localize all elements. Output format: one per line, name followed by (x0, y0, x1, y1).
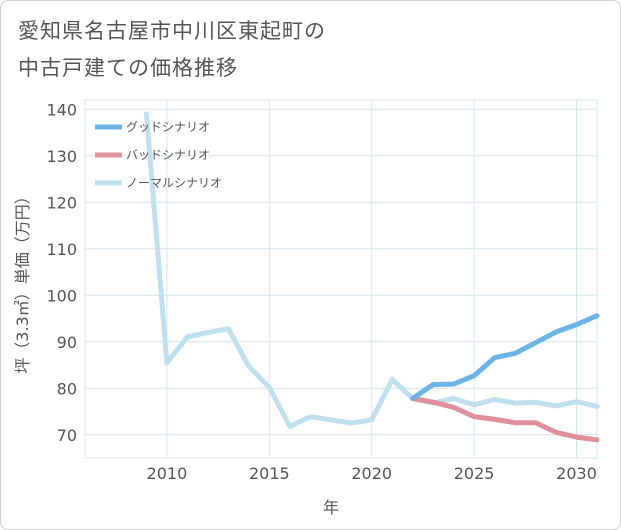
x-tick-label: 2015 (249, 464, 290, 483)
chart-title-line-2: 中古戸建ての価格推移 (18, 56, 238, 80)
series-line-1 (410, 396, 600, 443)
y-tick-label: 90 (57, 333, 77, 352)
y-tick-label: 100 (46, 286, 77, 305)
grid (84, 99, 598, 459)
legend-label-0: グッドシナリオ (126, 120, 210, 134)
legend-label-1: バッドシナリオ (126, 148, 210, 162)
series-line-0 (410, 313, 600, 401)
y-tick-label: 130 (46, 147, 77, 166)
legend-label-2: ノーマルシナリオ (126, 176, 222, 190)
x-tick-label: 2030 (556, 464, 597, 483)
x-tick-label: 2020 (351, 464, 392, 483)
plot-frame (84, 99, 598, 459)
chart-title-line-1: 愛知県名古屋市中川区東起町の (18, 19, 326, 43)
y-tick-label: 140 (46, 100, 77, 119)
tick-labels: 70 80 90 100 110 120 130 140 2010 2015 2020 2025 203… (46, 100, 596, 483)
x-tick-label: 2025 (454, 464, 495, 483)
y-tick-label: 120 (46, 193, 77, 212)
x-axis-label: 年 (323, 498, 339, 517)
y-tick-label: 110 (46, 240, 77, 259)
y-tick-label: 70 (57, 426, 77, 445)
series-line-2 (143, 111, 600, 429)
series-lines (143, 111, 600, 443)
y-tick-label: 80 (57, 379, 77, 398)
x-tick-label: 2010 (147, 464, 188, 483)
y-axis-label: 坪（3.3㎡）単価（万円） (13, 188, 32, 373)
chart-title: 愛知県名古屋市中川区東起町の 中古戸建ての価格推移 (18, 13, 578, 87)
